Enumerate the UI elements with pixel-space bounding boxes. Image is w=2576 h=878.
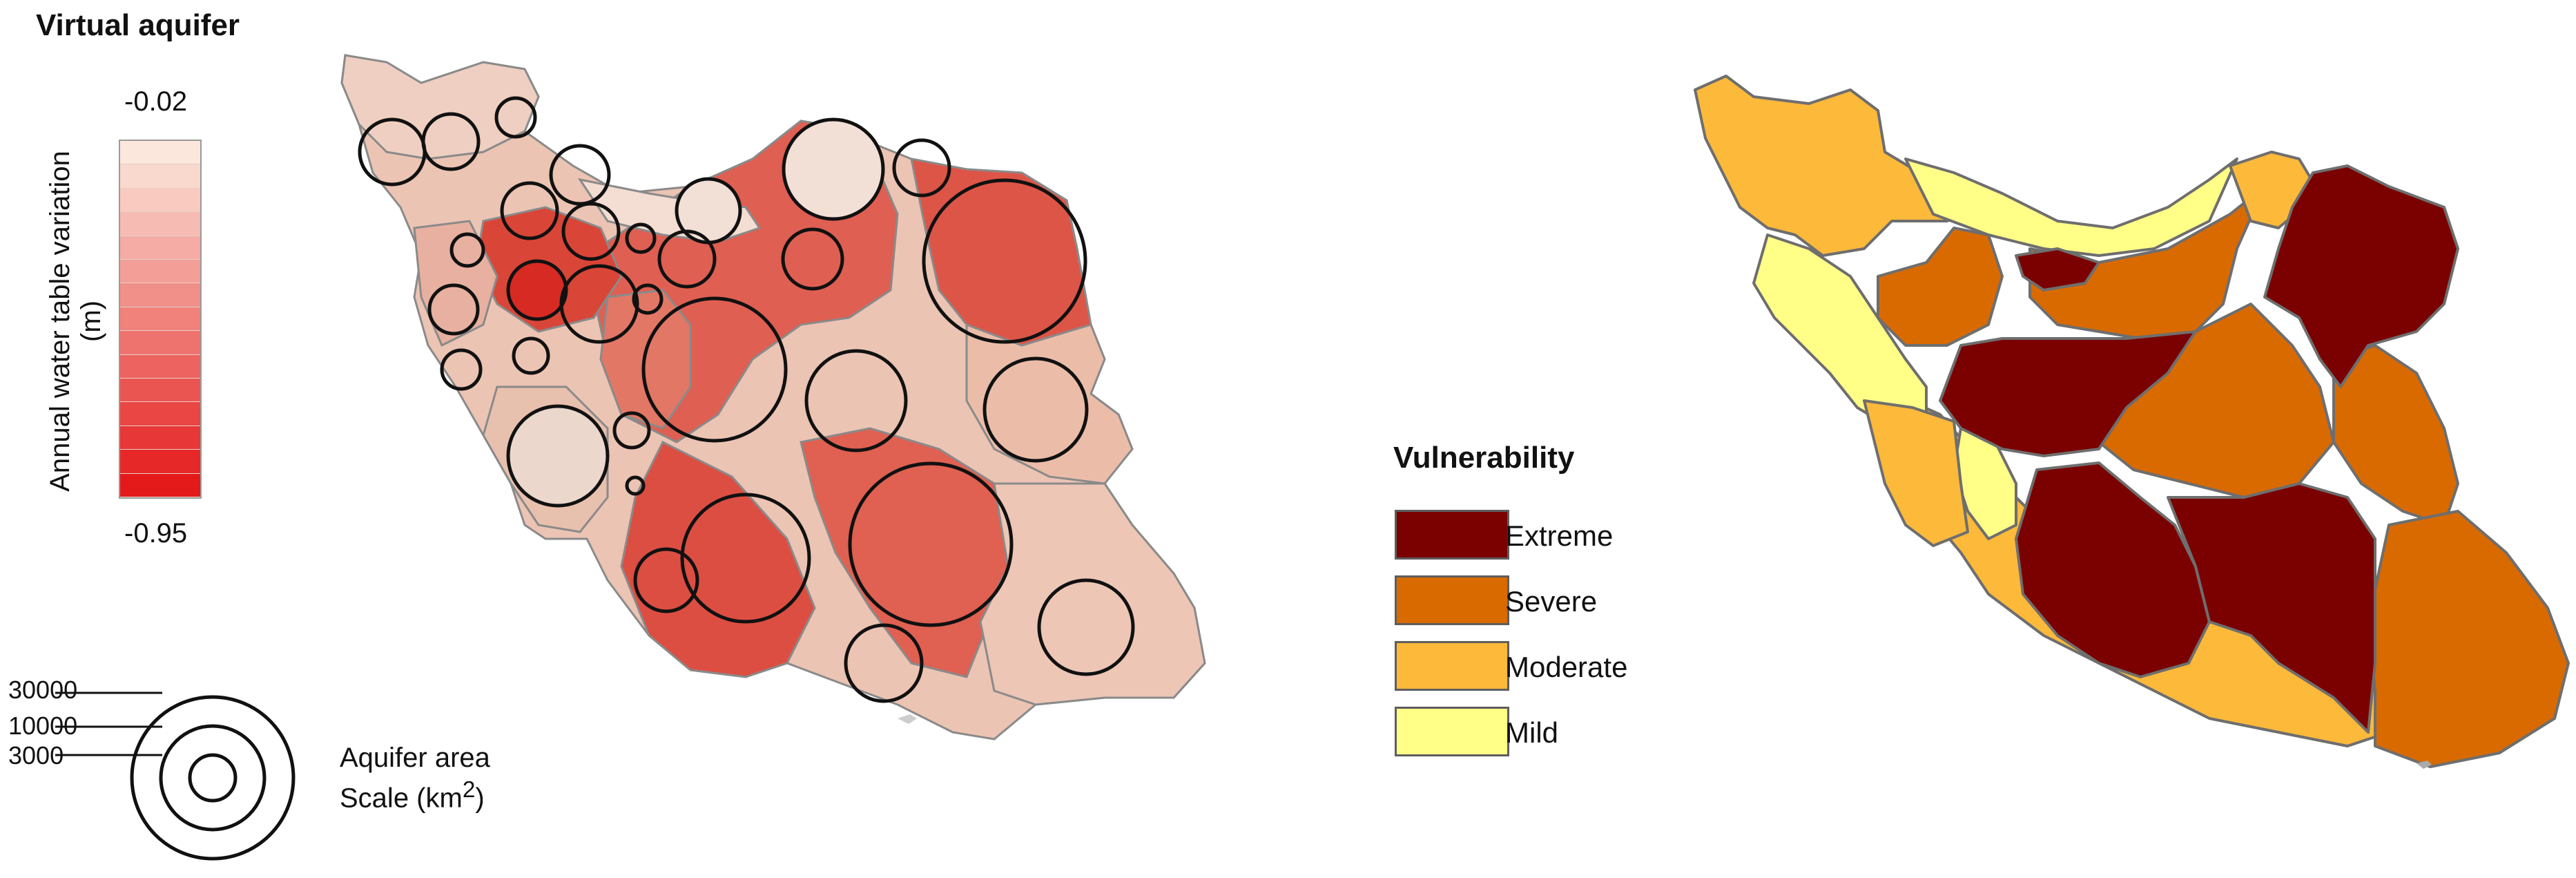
colorbar-step — [120, 450, 200, 474]
colorbar-step — [120, 307, 200, 332]
right-map-region-severe-east — [2332, 344, 2459, 526]
right-map-island — [2417, 761, 2432, 769]
right-map-region-extreme-north-small — [2015, 247, 2100, 292]
left-map-region-northwest-pale — [340, 54, 540, 160]
right-map-region-severe-southeast — [2367, 510, 2570, 768]
colorbar-step — [120, 331, 200, 355]
legend-swatch-mild — [1395, 707, 1509, 756]
legend-label-severe: Severe — [1505, 585, 1598, 618]
right-map-region-extreme-southeast — [2167, 482, 2376, 734]
scale-label-30000: 30000 — [8, 676, 78, 704]
left-map-region-south-central — [800, 427, 1023, 678]
legend-label-mild: Mild — [1505, 716, 1559, 749]
right-map-region-extreme-central — [1939, 330, 2197, 457]
colorbar-step — [120, 188, 200, 213]
legend-label-moderate: Moderate — [1505, 651, 1628, 683]
right-map-region-extreme-south — [2015, 461, 2211, 678]
right-map-region-severe-northwest — [1877, 227, 2004, 347]
aquifer-area-label: Aquifer area — [340, 743, 490, 773]
scale-label-3000: 3000 — [8, 741, 64, 770]
left-map-region-southeast-light — [979, 482, 1206, 706]
colorbar-step — [120, 212, 200, 236]
colorbar-step — [120, 260, 200, 284]
scale-circle-10000 — [159, 724, 267, 832]
colorbar-step — [120, 236, 200, 260]
colorbar-min-label: -0.95 — [124, 518, 188, 548]
colorbar-step — [120, 354, 200, 379]
scale-circle-30000 — [130, 695, 296, 861]
scale-units-label: Scale (km2) — [340, 777, 485, 814]
colorbar-step — [120, 283, 200, 307]
colorbar-step — [120, 426, 200, 450]
right-map-region-mild-north — [1904, 158, 2238, 257]
right-map-region-severe-north — [2028, 185, 2266, 340]
colorbar-step — [120, 402, 200, 426]
legend-label-extreme: Extreme — [1505, 519, 1614, 552]
aquifer-circles — [358, 96, 1135, 703]
colorbar-max-label: -0.02 — [124, 86, 188, 117]
legend-swatch-moderate — [1395, 641, 1509, 691]
legend-swatch-extreme — [1395, 510, 1509, 560]
left-map-region-east-light — [965, 323, 1134, 485]
left-map-island — [898, 714, 917, 724]
colorbar-step — [120, 379, 200, 403]
virtual-aquifer-title: Virtual aquifer — [36, 8, 240, 42]
colorbar-step — [120, 141, 200, 165]
colorbar-step — [120, 473, 200, 498]
right-map-region-moderate-west — [1863, 399, 1969, 547]
right-map-iran — [1694, 75, 2570, 769]
right-map-region-extreme-northeast — [2263, 164, 2459, 388]
colorbar-step — [120, 164, 200, 189]
right-map-region-moderate-nw — [1694, 75, 1983, 257]
vulnerability-legend-title: Vulnerability — [1393, 441, 1575, 475]
scale-circle-3000 — [188, 753, 238, 803]
colorbar — [119, 140, 202, 499]
legend-swatch-severe — [1395, 575, 1509, 625]
size-scale-circles — [55, 691, 296, 861]
